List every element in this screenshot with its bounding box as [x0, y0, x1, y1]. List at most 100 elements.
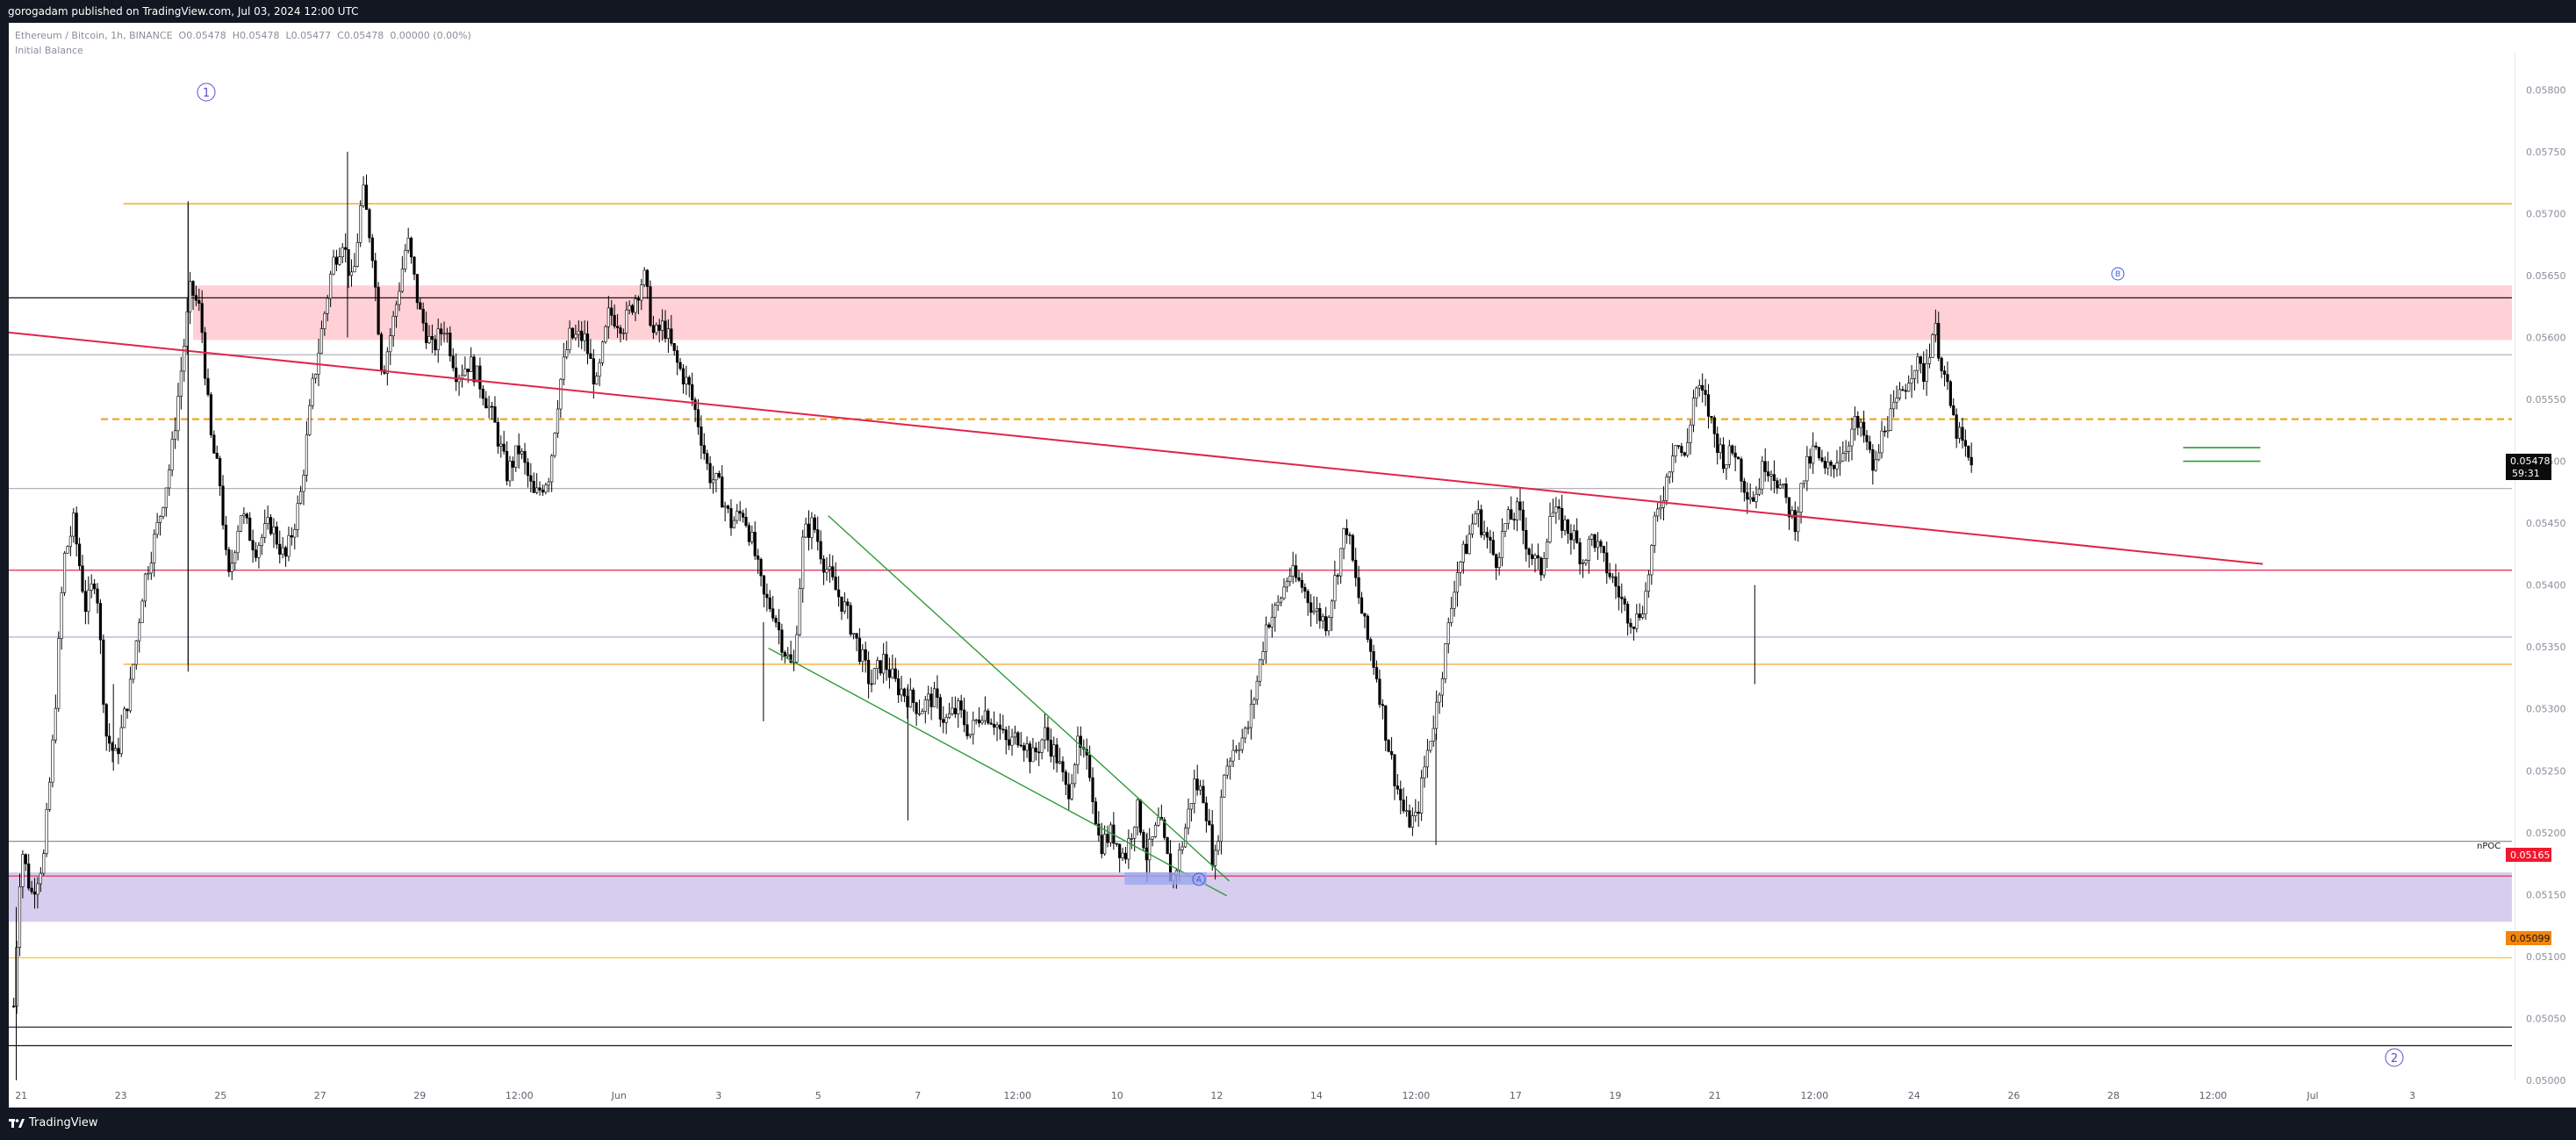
candle-body	[1587, 539, 1590, 561]
candle-body	[263, 523, 267, 538]
candle-body	[1234, 749, 1238, 752]
candle-body	[1925, 363, 1928, 382]
candle-body	[1572, 530, 1575, 541]
candle-body	[1495, 554, 1498, 569]
y-tick-label: 0.05250	[2526, 765, 2566, 777]
candle-body	[947, 713, 951, 718]
candle-body	[1381, 704, 1384, 706]
candle-body	[604, 326, 607, 342]
candle-body	[857, 637, 861, 663]
candle-body	[425, 322, 428, 343]
marker-a: A	[1196, 876, 1202, 885]
candle-body	[126, 708, 129, 712]
candle-body	[379, 333, 384, 371]
candle-body	[1704, 390, 1707, 395]
candle-body	[951, 707, 954, 714]
candle-body	[1399, 788, 1403, 800]
candle-body	[678, 362, 682, 369]
x-tick-label: 14	[1310, 1090, 1323, 1101]
last-price-label: 0.05478	[2510, 455, 2551, 467]
candle-body	[215, 453, 219, 459]
candle-body	[1731, 445, 1734, 454]
candle-body	[442, 333, 446, 335]
candle-body	[204, 332, 207, 379]
candle-body	[266, 517, 269, 524]
candle-body	[953, 707, 957, 714]
candle-body	[640, 284, 643, 301]
candle-body	[212, 434, 216, 454]
candle-body	[30, 887, 33, 893]
candle-body	[962, 709, 966, 726]
candle-body	[1037, 751, 1041, 754]
candle-body	[1396, 785, 1399, 790]
candle-body	[257, 545, 261, 558]
candle-body	[681, 368, 685, 384]
candle-body	[1070, 783, 1073, 799]
candle-body	[1546, 541, 1549, 559]
candle-body	[1841, 453, 1845, 462]
candle-body	[1952, 405, 1955, 416]
candle-body	[197, 299, 201, 304]
candle-body	[625, 309, 628, 333]
candle-body	[717, 473, 721, 477]
candle-body	[209, 394, 213, 435]
y-tick-label: 0.05450	[2526, 518, 2566, 529]
candle-body	[338, 256, 341, 265]
candle-body	[1797, 512, 1800, 533]
candle-body	[155, 522, 159, 535]
candle-body	[1214, 850, 1217, 866]
candle-body	[75, 513, 78, 545]
tradingview-brand[interactable]: TradingView	[9, 1116, 98, 1129]
candle-body	[795, 634, 799, 663]
candle-body	[1485, 532, 1489, 538]
candle-body	[1103, 834, 1107, 855]
candle-body	[419, 302, 422, 310]
candle-body	[1288, 576, 1292, 582]
candle-body	[1049, 739, 1052, 757]
candle-body	[870, 683, 873, 685]
candle-body	[541, 490, 545, 493]
candle-body	[18, 886, 22, 948]
candle-body	[714, 473, 718, 481]
candle-body	[1763, 461, 1767, 472]
candle-body	[816, 529, 820, 542]
candle-body	[1354, 560, 1358, 578]
candle-body	[394, 304, 398, 317]
publish-info: gorogadam published on TradingView.com, …	[8, 5, 359, 18]
candle-body	[1829, 462, 1833, 466]
candle-body	[1957, 427, 1962, 439]
chart-panel[interactable]: 0.05800 0.05750 0.05700 0.05650 0.05600 0.055…	[9, 23, 2576, 1108]
legend-l-label: L	[285, 30, 291, 41]
candle-body	[1963, 440, 1967, 447]
candle-body	[1076, 735, 1080, 765]
x-tick-label: 12	[1210, 1090, 1223, 1101]
y-tick-label: 0.05100	[2526, 951, 2566, 963]
candle-body	[1620, 597, 1624, 599]
candle-body	[466, 369, 470, 373]
candle-body	[757, 556, 760, 560]
candle-body	[1676, 445, 1681, 447]
candle-body	[1450, 607, 1453, 623]
candle-body	[807, 523, 811, 538]
candle-body	[1238, 749, 1241, 751]
candle-body	[496, 422, 499, 447]
candle-body	[254, 549, 258, 558]
candle-body	[1303, 587, 1307, 592]
candle-body	[535, 487, 539, 493]
candle-body	[1297, 577, 1301, 581]
candle-body	[1455, 572, 1460, 593]
candle-body	[421, 308, 425, 324]
countdown-label: 59:31	[2512, 468, 2540, 479]
candle-body	[32, 891, 37, 895]
candle-body	[1094, 801, 1098, 825]
candle-body	[580, 330, 584, 341]
candle-body	[1886, 430, 1890, 433]
candle-body	[460, 375, 464, 379]
price-chart[interactable]: 0.05800 0.05750 0.05700 0.05650 0.05600 0.055…	[9, 23, 2576, 1108]
candle-body	[666, 328, 671, 339]
legend-indicator[interactable]: Initial Balance	[15, 45, 83, 56]
candle-body	[1148, 838, 1152, 861]
candle-body	[149, 563, 153, 574]
candle-body	[556, 408, 560, 434]
candle-body	[1578, 542, 1582, 564]
